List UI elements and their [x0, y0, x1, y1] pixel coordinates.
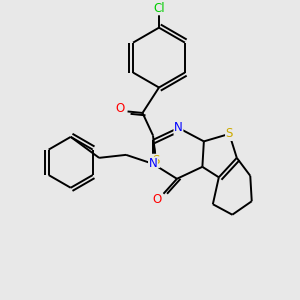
Text: S: S [152, 154, 160, 167]
Text: N: N [174, 122, 183, 134]
Text: O: O [153, 193, 162, 206]
Text: S: S [226, 128, 233, 140]
Text: N: N [148, 157, 158, 170]
Text: O: O [116, 102, 125, 115]
Text: Cl: Cl [153, 2, 165, 15]
